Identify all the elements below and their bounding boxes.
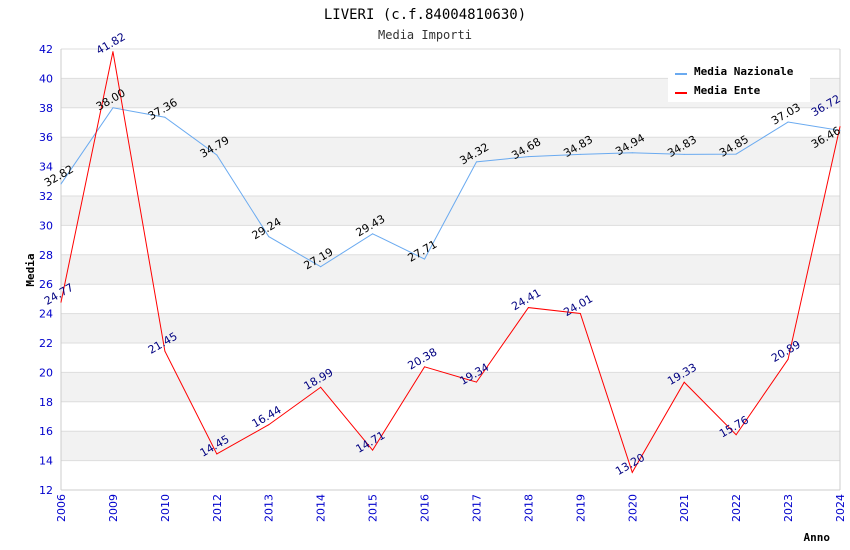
series-line-ente [60,51,841,474]
y-tick-label: 18 [39,396,53,409]
data-point [424,258,426,260]
data-point [216,154,218,156]
y-axis-label: Media [24,253,37,286]
grid-band [61,431,840,461]
data-point [839,126,841,128]
x-tick-label: 2012 [211,494,224,522]
data-point [268,424,270,426]
data-label: 41.82 [94,30,128,57]
data-point [60,183,62,185]
legend-label-nazionale: Media Nazionale [694,65,794,78]
grid-band [61,313,840,343]
series-line-nazionale [60,107,841,268]
x-tick-label: 2021 [678,494,691,522]
y-tick-label: 20 [39,366,53,379]
grid-band [61,137,840,167]
x-tick-label: 2024 [834,494,847,522]
chart-title: LIVERI (c.f.84004810630) [324,7,526,23]
x-tick-label: 2018 [522,494,535,522]
data-point [527,307,529,309]
data-point [527,156,529,158]
data-point [372,449,374,451]
x-tick-label: 2022 [730,494,743,522]
data-point [60,301,62,303]
grid-band [61,254,840,285]
x-tick-label: 2023 [782,494,795,522]
data-point [631,152,633,154]
x-tick-label: 2009 [107,494,120,522]
data-point [683,381,685,383]
legend-label-ente: Media Ente [694,84,761,97]
data-point [216,453,218,455]
x-tick-label: 2015 [367,494,380,522]
y-tick-label: 12 [39,484,53,497]
y-tick-label: 38 [39,102,53,115]
data-point [372,233,374,235]
y-tick-label: 22 [39,337,53,350]
y-tick-label: 40 [39,72,53,85]
data-point [112,51,114,53]
y-tick-label: 14 [39,455,53,468]
x-tick-label: 2006 [55,494,68,522]
y-tick-label: 26 [39,278,53,291]
y-tick-label: 28 [39,249,53,262]
data-point [787,358,789,360]
data-point [475,161,477,163]
y-tick-label: 24 [39,308,53,321]
data-point [579,153,581,155]
legend: Media Nazionale Media Ente [668,60,810,102]
data-point [579,312,581,314]
x-tick-label: 2014 [315,494,328,522]
y-tick-label: 30 [39,219,53,232]
data-point [320,386,322,388]
x-tick-label: 2017 [470,494,483,522]
y-tick-label: 32 [39,190,53,203]
data-point [787,121,789,123]
x-tick-label: 2013 [263,494,276,522]
grid-band [61,372,840,402]
x-axis-label: Anno [804,531,831,544]
x-tick-label: 2010 [159,494,172,522]
data-point [735,153,737,155]
x-tick-label: 2016 [419,494,432,522]
y-tick-label: 16 [39,425,53,438]
data-point [839,129,841,131]
data-label: 20.38 [406,345,440,372]
data-point [164,350,166,352]
data-point [320,266,322,268]
data-point [164,116,166,118]
y-tick-label: 42 [39,43,53,56]
data-point [268,236,270,238]
x-tick-label: 2019 [574,494,587,522]
data-point [475,381,477,383]
data-point [631,471,633,473]
y-tick-label: 34 [39,161,53,174]
data-point [735,434,737,436]
x-tick-label: 2020 [626,494,639,522]
data-point [112,107,114,109]
chart-subtitle: Media Importi [378,28,472,42]
y-tick-label: 36 [39,131,53,144]
data-point [424,366,426,368]
data-point [683,153,685,155]
